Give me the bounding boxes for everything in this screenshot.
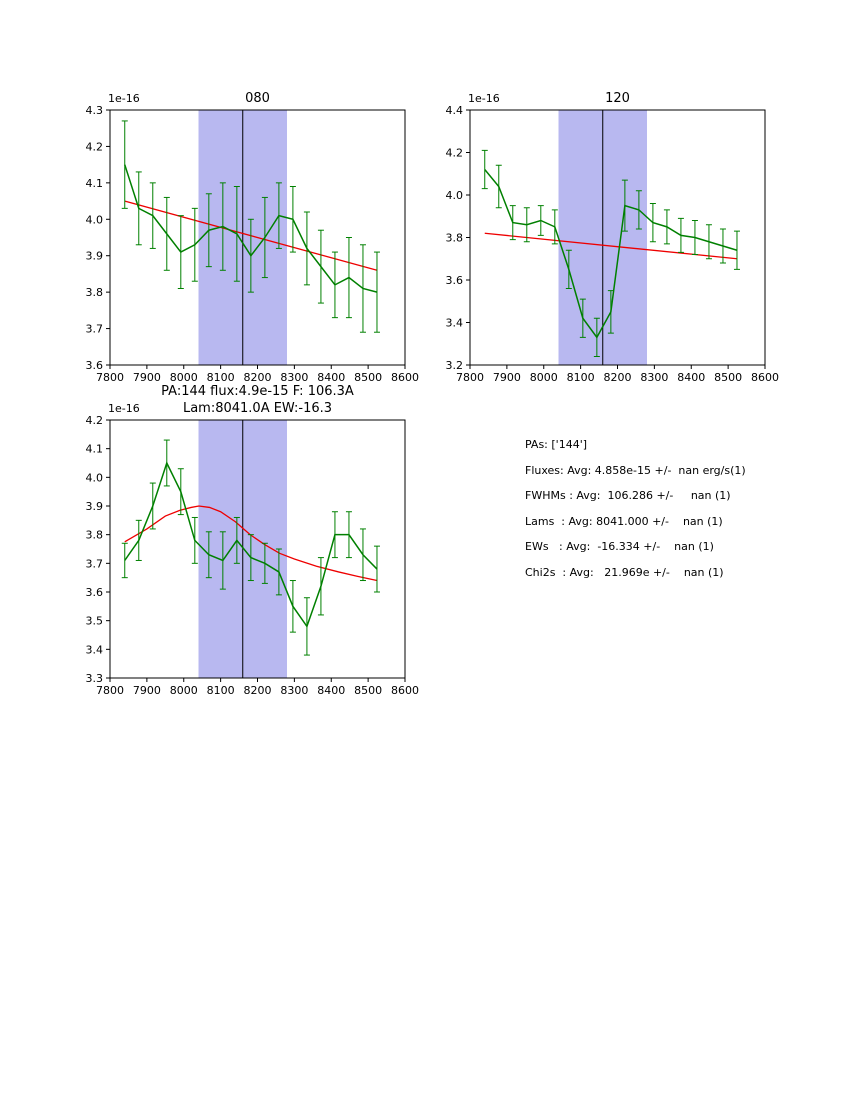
stats-line-fluxes: Fluxes: Avg: 4.858e-15 +/- nan erg/s(1) [525,463,746,477]
svg-text:3.2: 3.2 [446,359,464,372]
svg-text:8000: 8000 [170,684,198,697]
svg-text:4.0: 4.0 [86,213,104,226]
svg-text:3.6: 3.6 [86,586,104,599]
svg-text:8300: 8300 [280,684,308,697]
svg-text:8600: 8600 [391,371,419,384]
svg-text:4.1: 4.1 [86,443,104,456]
svg-text:8600: 8600 [751,371,779,384]
svg-text:4.2: 4.2 [446,147,464,160]
svg-text:3.4: 3.4 [446,317,464,330]
svg-text:3.3: 3.3 [86,672,104,685]
stats-line-lams: Lams : Avg: 8041.000 +/- nan (1) [525,514,723,528]
stats-line-ews: EWs : Avg: -16.334 +/- nan (1) [525,540,714,554]
svg-text:8500: 8500 [714,371,742,384]
svg-text:7900: 7900 [133,684,161,697]
svg-text:3.5: 3.5 [86,615,104,628]
svg-text:8500: 8500 [354,371,382,384]
svg-text:3.7: 3.7 [86,323,104,336]
stats-line-chi2s: Chi2s : Avg: 21.969e +/- nan (1) [525,565,724,579]
plot-title-080: 080 [245,91,270,106]
svg-text:1e-16: 1e-16 [108,402,140,415]
svg-text:8400: 8400 [677,371,705,384]
svg-text:8300: 8300 [640,371,668,384]
svg-text:8000: 8000 [530,371,558,384]
svg-text:8200: 8200 [604,371,632,384]
svg-text:8100: 8100 [207,684,235,697]
svg-text:7900: 7900 [493,371,521,384]
svg-text:8400: 8400 [317,684,345,697]
svg-text:8000: 8000 [170,371,198,384]
svg-text:4.2: 4.2 [86,140,104,153]
svg-text:3.8: 3.8 [86,286,104,299]
spectrum-plot-120: 7800 7900 8000 8100 8200 8300 8400 8500 8600 3.2 3… [446,92,780,384]
spectrum-plot-080: 7800 7900 8000 8100 8200 8300 8400 8500 8600 3.6 3… [86,92,420,384]
svg-text:7800: 7800 [96,371,124,384]
svg-text:4.4: 4.4 [446,104,464,117]
svg-text:3.7: 3.7 [86,557,104,570]
svg-text:7900: 7900 [133,371,161,384]
svg-text:8400: 8400 [317,371,345,384]
svg-text:3.4: 3.4 [86,643,104,656]
svg-text:7800: 7800 [96,684,124,697]
svg-text:1e-16: 1e-16 [108,92,140,105]
svg-text:8500: 8500 [354,684,382,697]
svg-text:7800: 7800 [456,371,484,384]
svg-text:4.2: 4.2 [86,414,104,427]
stats-panel: PAs: ['144'] Fluxes: Avg: 4.858e-15 +/- … [525,432,746,586]
stats-line-fwhms: FWHMs : Avg: 106.286 +/- nan (1) [525,489,731,503]
spectrum-plot-fit: 7800 7900 8000 8100 8200 8300 8400 8500 8600 3.3 3… [86,402,420,697]
svg-text:4.0: 4.0 [86,471,104,484]
plot-title-fit-line1: PA:144 flux:4.9e-15 F: 106.3A [161,384,354,399]
svg-text:8200: 8200 [244,684,272,697]
svg-text:3.6: 3.6 [446,274,464,287]
svg-text:4.1: 4.1 [86,177,104,190]
svg-text:3.9: 3.9 [86,250,104,263]
svg-text:8600: 8600 [391,684,419,697]
svg-text:1e-16: 1e-16 [468,92,500,105]
svg-text:8300: 8300 [280,371,308,384]
svg-text:4.0: 4.0 [446,189,464,202]
svg-text:3.6: 3.6 [86,359,104,372]
svg-text:3.8: 3.8 [86,529,104,542]
svg-text:4.3: 4.3 [86,104,104,117]
svg-text:8100: 8100 [567,371,595,384]
svg-text:3.8: 3.8 [446,232,464,245]
plot-title-fit-line2: Lam:8041.0A EW:-16.3 [182,401,333,416]
svg-text:3.9: 3.9 [86,500,104,513]
stats-line-pas: PAs: ['144'] [525,438,588,451]
plot-title-120: 120 [605,91,630,106]
svg-text:8100: 8100 [207,371,235,384]
svg-text:8200: 8200 [244,371,272,384]
